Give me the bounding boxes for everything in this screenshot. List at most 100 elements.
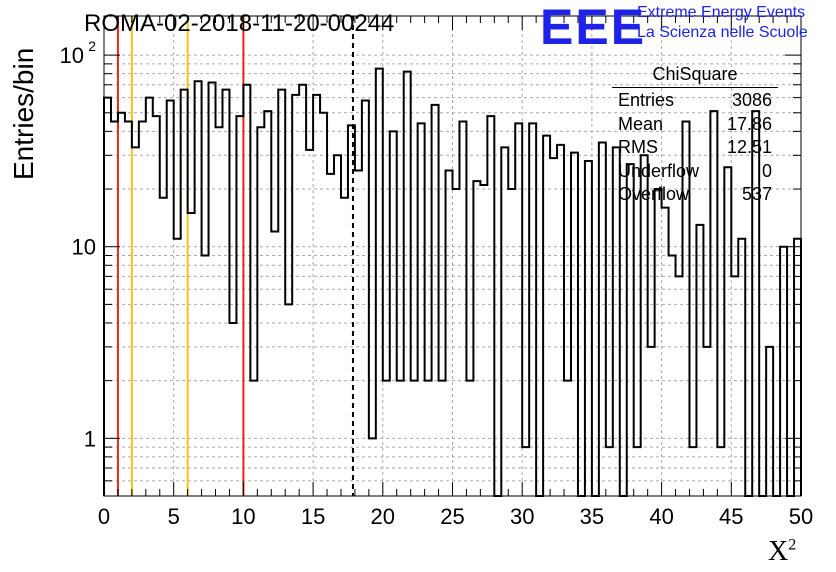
histogram-bin (278, 90, 285, 496)
histogram-bin (188, 213, 195, 496)
histogram-bin (446, 170, 453, 496)
histogram-bin (766, 347, 773, 496)
histogram-bin (313, 95, 320, 496)
y-tick-label: 10 (72, 235, 96, 260)
histogram-bin (125, 122, 132, 496)
histogram-bin (139, 122, 146, 496)
histogram-bin (167, 100, 174, 496)
histogram-bin (271, 232, 278, 496)
histogram-bin (515, 123, 522, 496)
stats-row: Mean 17.86 (618, 113, 772, 134)
logo-line-1: Extreme Energy Events (637, 4, 806, 21)
x-tick-label: 30 (510, 504, 534, 529)
histogram-bin (327, 174, 334, 496)
histogram-bin (717, 447, 724, 496)
histogram-bin (676, 276, 683, 496)
histogram-bin (229, 323, 236, 496)
histogram-bin (306, 150, 313, 496)
x-tick-label: 15 (301, 504, 325, 529)
x-tick-label: 0 (98, 504, 110, 529)
histogram-bars (103, 67, 802, 497)
histogram-bin (648, 347, 655, 496)
y-tick-label-exponent: 2 (88, 38, 96, 54)
histogram-bin (174, 239, 181, 496)
histogram-bin (731, 276, 738, 496)
stats-row: RMS 12.51 (618, 137, 772, 157)
histogram-bin (487, 116, 494, 496)
histogram-bin (411, 381, 418, 496)
histogram-bin (689, 447, 696, 496)
histogram-bin (473, 181, 480, 496)
histogram-bin (738, 239, 745, 496)
histogram-bin (299, 85, 306, 496)
x-tick-label: 5 (168, 504, 180, 529)
histogram-bin (404, 72, 411, 496)
histogram-bin (111, 122, 118, 496)
histogram-bin (202, 255, 209, 496)
stats-row: Underflow 0 (618, 160, 772, 181)
histogram-bin (418, 123, 425, 496)
histogram-bin (606, 447, 613, 496)
histogram-bin (320, 113, 327, 496)
histogram-bin (195, 81, 202, 496)
grid-lines (104, 16, 801, 496)
histogram-bin (397, 381, 404, 496)
histogram-bin (453, 189, 460, 496)
y-tick-label: 1 (84, 426, 96, 451)
histogram-bin (264, 111, 271, 496)
logo-line-2: La Scienza nelle Scuole (637, 24, 808, 41)
x-axis-label: X2 (768, 536, 797, 567)
axes (103, 15, 802, 497)
histogram-bin (634, 447, 641, 496)
x-tick-label: 45 (719, 504, 743, 529)
x-tick-label: 20 (371, 504, 395, 529)
y-axis-label: Entries/bin (8, 47, 39, 180)
histogram-bin (285, 304, 292, 496)
histogram-bin (655, 189, 662, 496)
histogram-bin (390, 131, 397, 496)
histogram-bin (341, 198, 348, 496)
histogram-bin (557, 145, 564, 496)
histogram-bin (501, 147, 508, 496)
histogram-bin (146, 98, 153, 496)
histogram-bin (425, 381, 432, 496)
chart-title: ROMA-02-2018-11-20-00244 (84, 10, 395, 37)
histogram-bin (132, 147, 139, 496)
histogram-outline (103, 67, 802, 497)
histogram-bin (243, 85, 250, 496)
histogram-bin (662, 208, 669, 496)
histogram-bin (780, 247, 787, 496)
histogram-bin (794, 239, 801, 496)
histogram-bin (432, 105, 439, 496)
histogram-bin (459, 122, 466, 496)
histogram-bin (466, 381, 473, 496)
x-tick-label: 35 (580, 504, 604, 529)
histogram-bin (209, 82, 216, 496)
histogram-bin (508, 189, 515, 496)
histogram-bin (362, 100, 369, 496)
histogram-bin (529, 123, 536, 496)
histogram-bin (250, 381, 257, 496)
histogram-bin (480, 185, 487, 496)
x-tick-label: 50 (789, 504, 813, 529)
histogram-bin (334, 155, 341, 496)
histogram-bin (181, 90, 188, 496)
x-tick-label: 25 (440, 504, 464, 529)
histogram-bin (571, 153, 578, 496)
histogram-bin (376, 69, 383, 496)
x-tick-label: 40 (649, 504, 673, 529)
histogram-bin (669, 255, 676, 496)
histogram-bin (369, 438, 376, 496)
histogram-bin (550, 158, 557, 496)
histogram-bin (355, 170, 362, 496)
histogram-bin (585, 161, 592, 496)
histogram-bin (348, 125, 355, 496)
stats-row: Overflow 537 (618, 184, 772, 204)
x-tick-label: 10 (231, 504, 255, 529)
stats-box-name: ChiSquare (612, 64, 778, 88)
histogram-bin (439, 381, 446, 496)
histogram-bin (383, 381, 390, 496)
histogram-bin (257, 127, 264, 496)
